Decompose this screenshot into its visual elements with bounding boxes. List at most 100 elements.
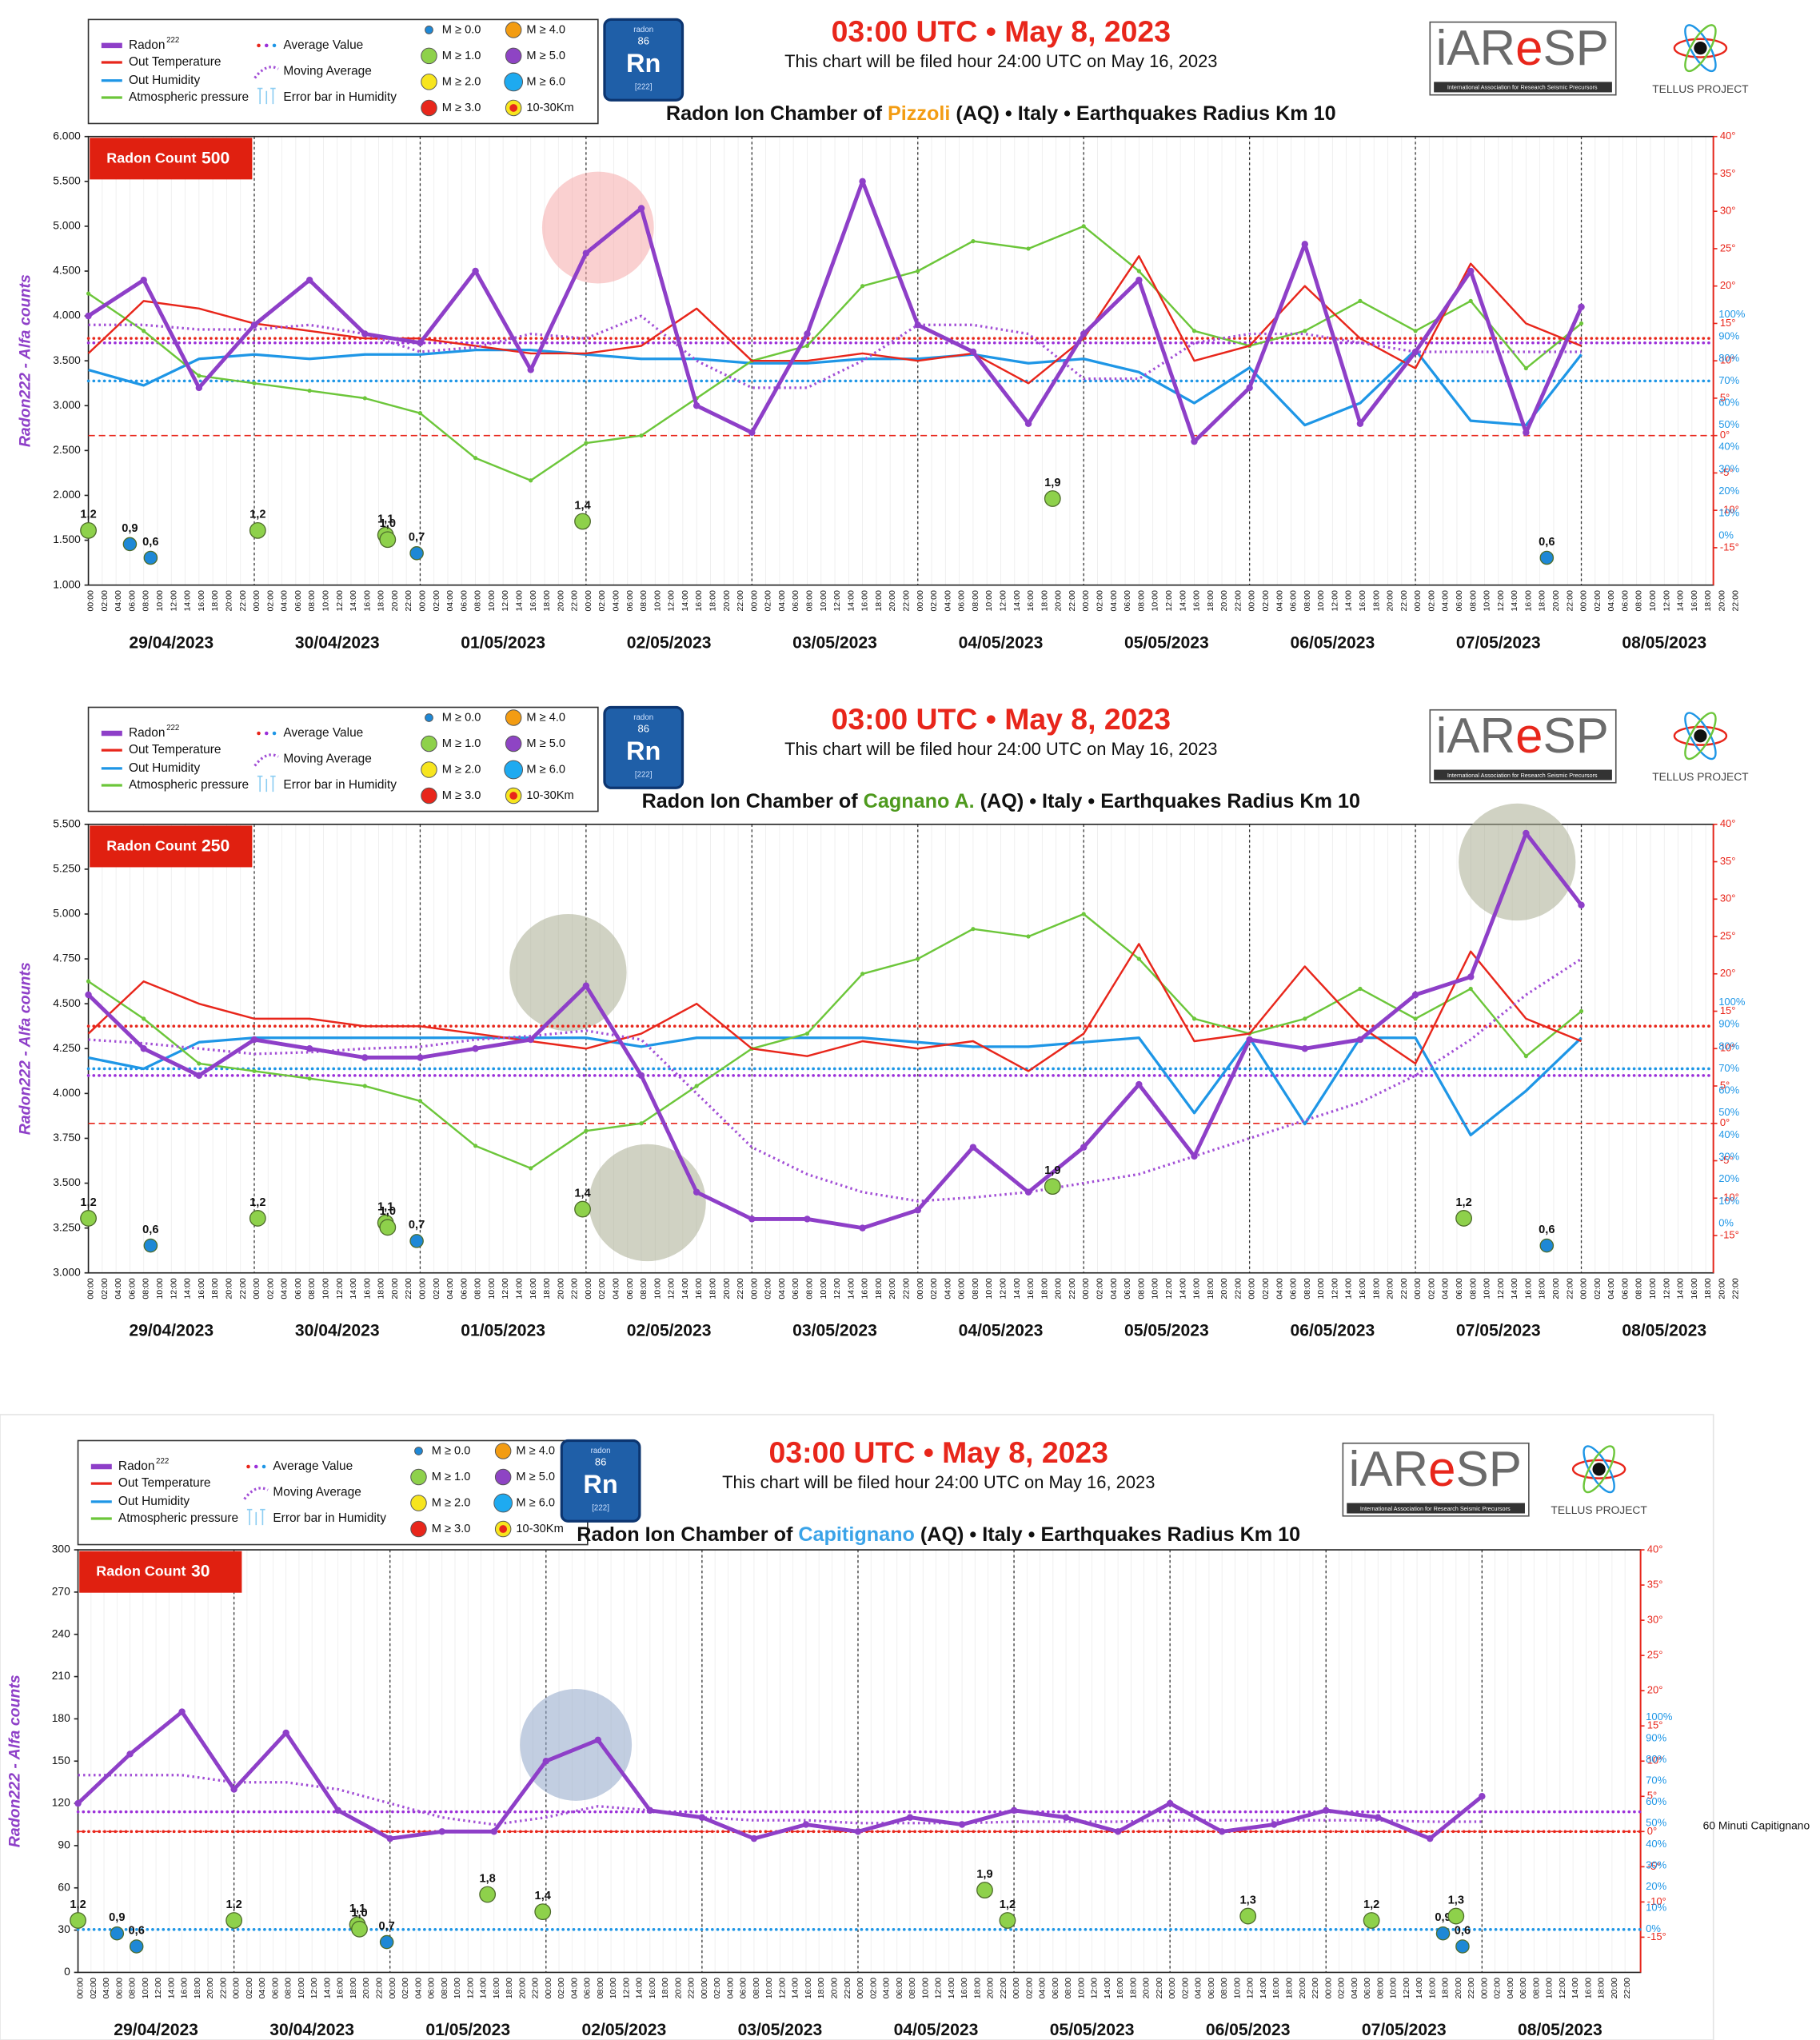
legend-marker [421,99,437,117]
series-point [969,1144,977,1151]
x-tick-label: 04:00 [1441,1278,1451,1299]
x-tick-label: 02:00 [597,590,607,612]
x-tick-label: 08:00 [1303,1278,1312,1299]
x-tick-label: 04:00 [114,1278,123,1299]
y-tick-label: 240 [52,1627,70,1639]
plot-frame [87,135,1714,586]
legend-label: M ≥ 2.0 [442,75,481,88]
x-tick-label: 08:00 [805,590,815,612]
y-tick-label: 2.000 [53,488,81,501]
series-point [804,330,811,337]
x-tick-label: 04:00 [1038,1978,1048,1999]
x-tick-label: 12:00 [1496,1278,1506,1299]
x-tick-label: 02:00 [1337,1978,1347,1999]
series-line [88,957,1583,1203]
legend-label: M ≥ 2.0 [442,763,481,776]
x-tick-label: 04:00 [1606,1278,1616,1299]
x-tick-label: 22:00 [218,1978,228,1999]
highlight [589,1144,706,1262]
legend-dot [264,731,269,736]
x-tick-label: 00:00 [1579,1278,1589,1299]
x-tick-label: 08:00 [128,1978,138,1999]
chart-subtitle: This chart will be filed hour 24:00 UTC … [784,739,1217,759]
x-tick-label: 06:00 [114,1978,124,1999]
legend-dot [257,43,261,48]
legend-marker [505,22,522,38]
x-tick-label: 06:00 [957,590,967,612]
x-tick-label: 06:00 [127,590,137,612]
y2-tick-label: 0° [1720,429,1730,441]
x-tick-label: 10:00 [609,1978,618,1999]
x-tick-label: 10:00 [1483,1278,1492,1299]
legend-label: Out Temperature [129,55,222,69]
earthquake [80,1210,97,1227]
series-point [916,956,920,961]
earthquake [1435,1926,1451,1941]
x-tick-label: 14:00 [1344,1278,1354,1299]
date-label: 03/05/2023 [792,1321,877,1339]
x-tick-label: 18:00 [1371,1278,1381,1299]
element-badge [603,18,684,102]
x-tick-label: 20:00 [361,1978,371,1999]
legend-marker [421,735,437,753]
y3-tick-label: 40% [1646,1838,1666,1850]
x-tick-label: 14:00 [681,1278,690,1299]
series-point [529,1166,533,1171]
x-tick-label: 18:00 [816,1978,826,1999]
x-tick-label: 14:00 [846,590,856,612]
x-tick-label: 12:00 [1330,590,1339,612]
legend-label: M ≥ 4.0 [526,711,565,724]
series-point [1468,298,1473,303]
x-tick-label: 18:00 [377,590,386,612]
y3-tick-label: 100% [1718,308,1746,320]
x-tick-label: 22:00 [404,590,413,612]
legend-swatch [257,87,276,105]
y-tick-label: 4.250 [53,1041,81,1054]
x-tick-label: 18:00 [1128,1978,1138,1999]
series-point [748,1216,756,1223]
x-tick-label: 14:00 [514,590,524,612]
series-point [1375,1814,1382,1821]
x-tick-label: 14:00 [1415,1978,1424,1999]
y-tick-label: 120 [52,1796,70,1809]
y2-tick-label: 15° [1647,1719,1663,1731]
x-tick-label: 16:00 [197,1278,206,1299]
series-point [195,1072,203,1080]
series-point [1024,1188,1032,1196]
x-tick-label: 18:00 [1206,590,1215,612]
x-tick-label: 04:00 [257,1978,267,1999]
y3-tick-label: 10% [1718,1195,1739,1207]
x-tick-label: 02:00 [265,590,275,612]
x-tick-label: 06:00 [1207,1978,1216,1999]
x-tick-label: 10:00 [321,1278,330,1299]
y2-tick-label: 25° [1647,1649,1663,1661]
x-tick-label: 06:00 [1289,1278,1299,1299]
x-tick-label: 02:00 [100,590,110,612]
x-tick-label: 18:00 [1040,1278,1049,1299]
logo-subtext: International Association for Research S… [1447,772,1598,779]
legend-label: M ≥ 2.0 [432,1496,471,1509]
x-tick-label: 10:00 [1316,590,1326,612]
x-tick-label: 00:00 [1323,1978,1333,1999]
y2-tick-label: 30° [1720,205,1736,217]
series-point [126,1751,134,1758]
x-tick-label: 10:00 [764,1978,774,1999]
station-name: Pizzoli [888,102,950,125]
atom-orbit [1583,1445,1615,1494]
series-point [252,381,257,385]
series-point [958,1821,966,1828]
x-tick-label: 04:00 [1441,590,1451,612]
x-tick-label: 18:00 [1371,590,1381,612]
x-tick-label: 16:00 [1358,590,1367,612]
count-badge [90,138,253,180]
x-tick-label: 06:00 [1455,590,1464,612]
x-tick-label: 08:00 [639,590,649,612]
y2-tick-label: 0° [1647,1825,1657,1837]
y-tick-label: 180 [52,1711,70,1724]
x-tick-label: 20:00 [986,1978,996,1999]
y3-tick-label: 60% [1718,1084,1739,1096]
x-tick-label: 08:00 [142,590,151,612]
x-tick-label: 22:00 [1565,1278,1575,1299]
legend-marker [414,1447,423,1455]
x-tick-label: 06:00 [459,590,469,612]
